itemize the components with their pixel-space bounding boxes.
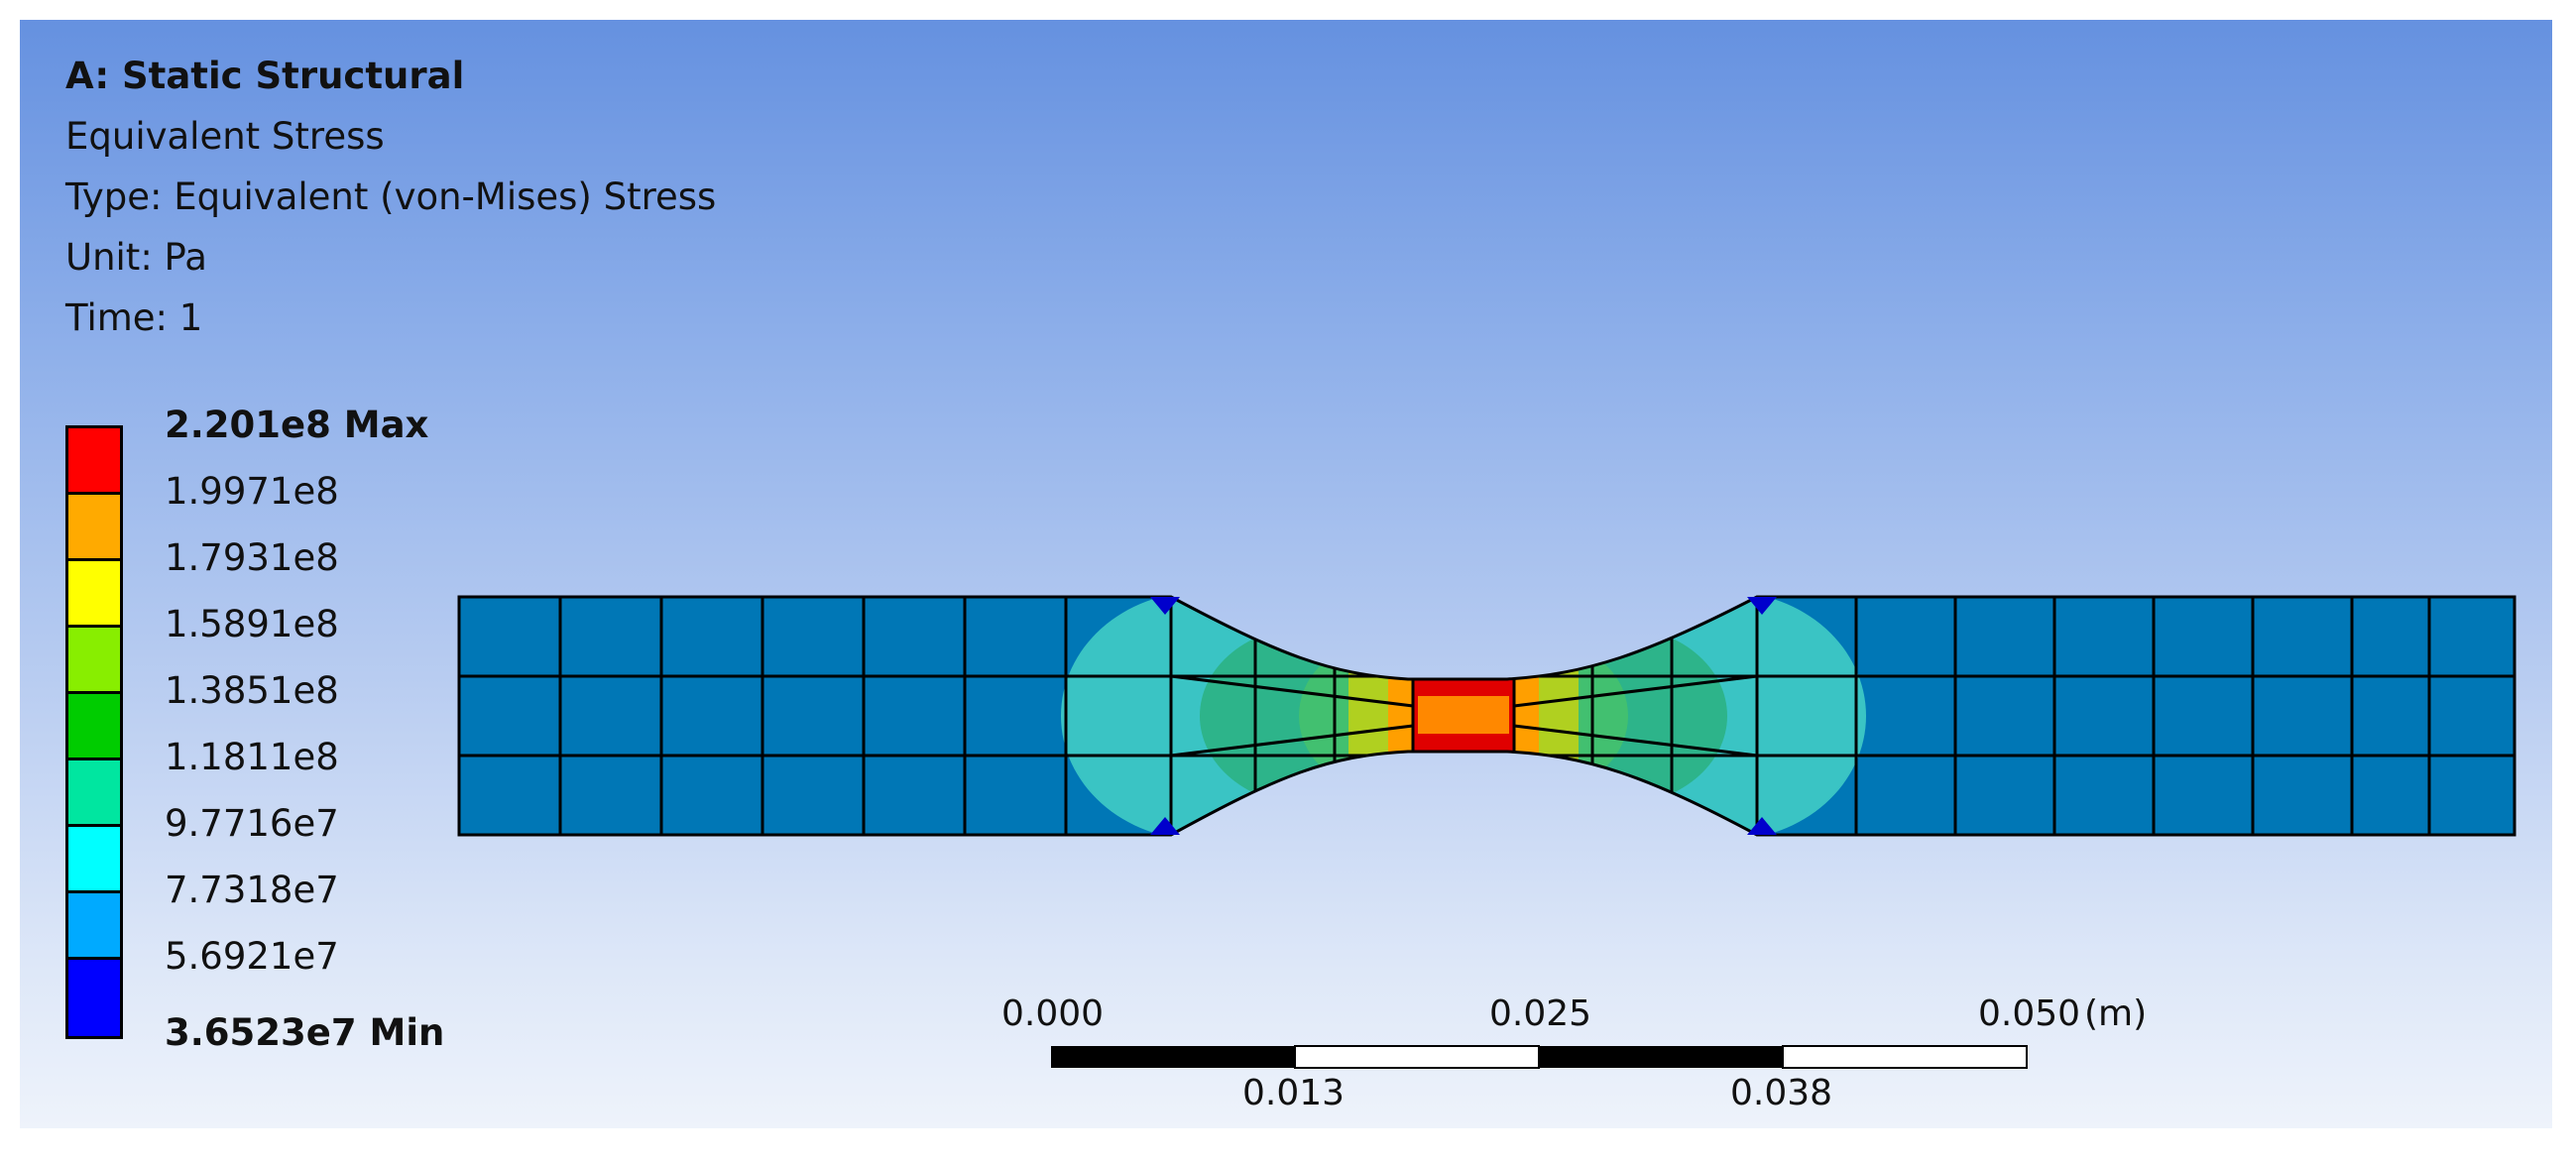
scale-bar: 0.000 0.025 0.050 (m) 0.013 0.038 [20,20,2552,1128]
legend-band-2 [68,495,120,561]
stress-zone-peak-core [1418,696,1509,734]
legend-level-label: 1.5891e8 [165,603,339,645]
legend-band-6 [68,760,120,827]
mesh-fan-line [1170,724,1414,758]
legend-band-5 [68,694,120,760]
legend-band-1 [68,428,120,495]
scale-label-three-quarter: 0.038 [1730,1073,1833,1113]
mesh-fan-line [1513,724,1758,758]
scale-label-end: 0.050 [1978,993,2081,1034]
scale-segment-white [1782,1045,2028,1069]
scale-label-start: 0.000 [1001,993,1105,1034]
legend-band-8 [68,893,120,960]
graphics-viewport[interactable]: A: Static Structural Equivalent Stress T… [20,20,2552,1128]
scale-segment-white [1294,1045,1540,1069]
result-time: Time: 1 [65,296,203,339]
min-stress-corner-marker [1150,597,1180,615]
specimen-outline [457,595,2517,837]
legend-level-label: 1.1811e8 [165,736,339,778]
legend-band-4 [68,628,120,694]
legend-level-label: 7.7318e7 [165,869,339,911]
result-name: Equivalent Stress [65,115,385,158]
scale-segment-black [1539,1046,1783,1068]
legend-level-label: 1.3851e8 [165,669,339,712]
min-stress-corner-marker [1150,817,1180,835]
analysis-title: A: Static Structural [65,55,465,97]
result-header: A: Static Structural Equivalent Stress T… [65,46,716,348]
legend-max-label: 2.201e8 Max [165,404,429,446]
dogbone-specimen-mesh[interactable] [20,20,2552,1128]
scale-segment-black [1051,1046,1295,1068]
legend-band-7 [68,827,120,893]
result-unit: Unit: Pa [65,236,207,279]
result-type: Type: Equivalent (von-Mises) Stress [65,175,717,218]
legend-level-label: 9.7716e7 [165,802,339,845]
scale-bar-graphic [1051,1045,2028,1069]
legend-level-label: 1.7931e8 [165,536,339,579]
scale-unit-label: (m) [2084,993,2148,1034]
mesh-fan-line [1513,674,1758,708]
min-stress-corner-marker [1747,817,1777,835]
mesh-fan-line [1170,674,1414,708]
scale-label-quarter: 0.013 [1242,1073,1346,1113]
legend-band-3 [68,561,120,628]
min-stress-corner-marker [1747,597,1777,615]
legend-min-label: 3.6523e7 Min [165,1011,445,1054]
legend-level-label: 1.9971e8 [165,470,339,513]
legend-band-9 [68,960,120,1036]
legend-color-bar [65,425,123,1039]
legend-level-label: 5.6921e7 [165,935,339,978]
scale-label-middle: 0.025 [1489,993,1592,1034]
